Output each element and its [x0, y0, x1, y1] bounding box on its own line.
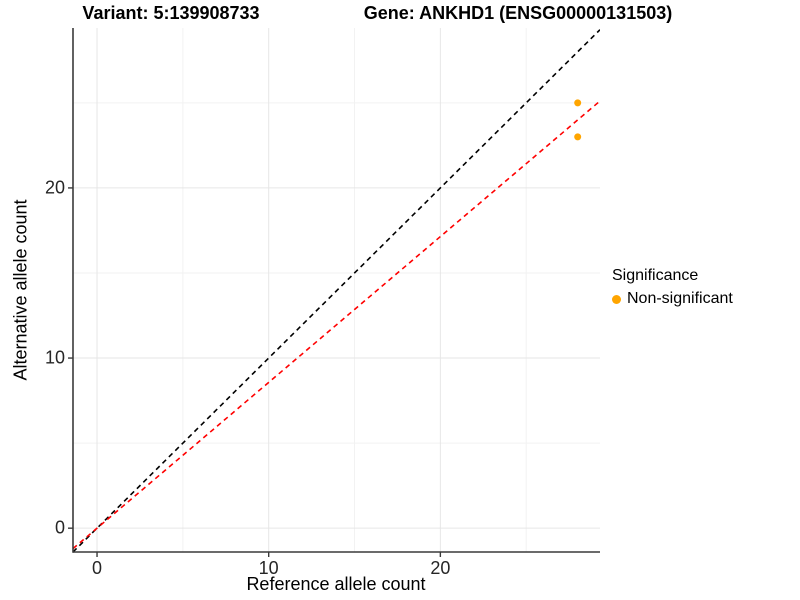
y-tick-label: 0 — [54, 517, 65, 538]
plot-title-variant: Variant: 5:139908733 — [82, 3, 260, 23]
data-point — [574, 99, 582, 107]
regression-line — [73, 100, 600, 550]
legend-item: Non-significant — [612, 290, 733, 308]
identity-line — [73, 29, 600, 552]
y-axis-label: Alternative allele count — [10, 199, 31, 381]
legend-item-label: Non-significant — [627, 290, 733, 307]
y-tick-label: 10 — [44, 347, 65, 368]
point-marker-icon — [612, 294, 621, 304]
x-tick-label: 20 — [430, 558, 451, 578]
x-tick-label: 10 — [258, 558, 279, 578]
legend-title: Significance — [612, 267, 699, 284]
data-point — [574, 133, 582, 141]
legend: Significance Non-significant — [612, 267, 733, 308]
x-tick-label: 0 — [92, 558, 103, 578]
y-tick-label: 20 — [44, 177, 65, 198]
plot-title-gene: Gene: ANKHD1 (ENSG00000131503) — [363, 3, 673, 23]
x-axis-label: Reference allele count — [246, 574, 426, 594]
